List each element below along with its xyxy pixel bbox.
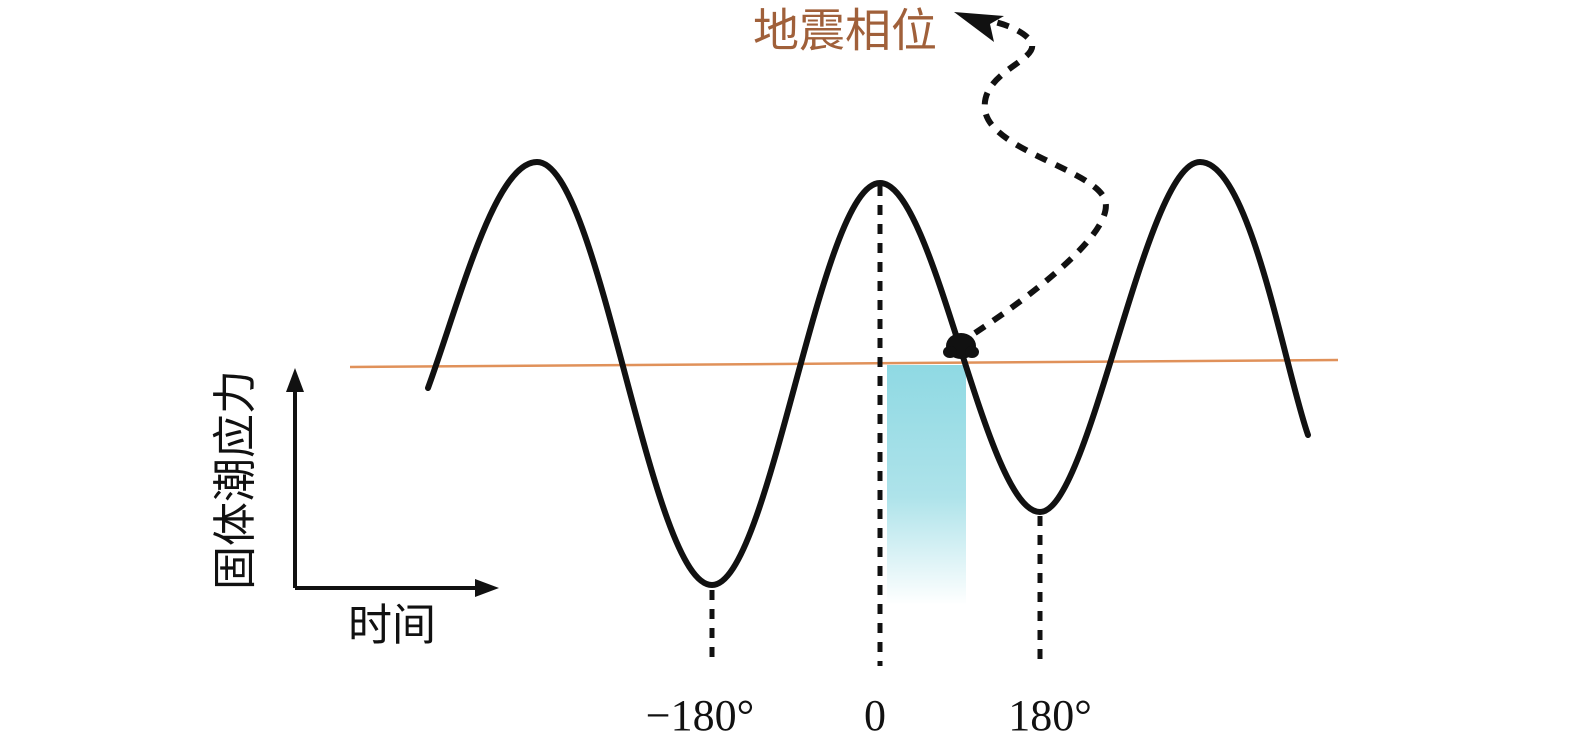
x-arrow bbox=[475, 579, 499, 597]
phase-window bbox=[887, 365, 966, 605]
tidal-stress-wave bbox=[425, 158, 1311, 589]
phase-guides bbox=[709, 186, 1043, 666]
zero-stress-line bbox=[349, 358, 1339, 369]
y-axis-label: 固体潮应力 bbox=[211, 370, 260, 590]
title: 地震相位 bbox=[753, 6, 937, 57]
x-axis-label: 时间 bbox=[348, 601, 436, 650]
phase-label: 0 bbox=[864, 691, 886, 740]
earthquake-pointer bbox=[973, 15, 1109, 336]
earthquake-marker bbox=[943, 333, 979, 359]
phase-label: 180° bbox=[1008, 691, 1092, 740]
phase-label: −180° bbox=[646, 691, 754, 740]
axes bbox=[286, 368, 499, 597]
pointer-arrowhead bbox=[954, 12, 1004, 42]
y-arrow bbox=[286, 368, 304, 392]
